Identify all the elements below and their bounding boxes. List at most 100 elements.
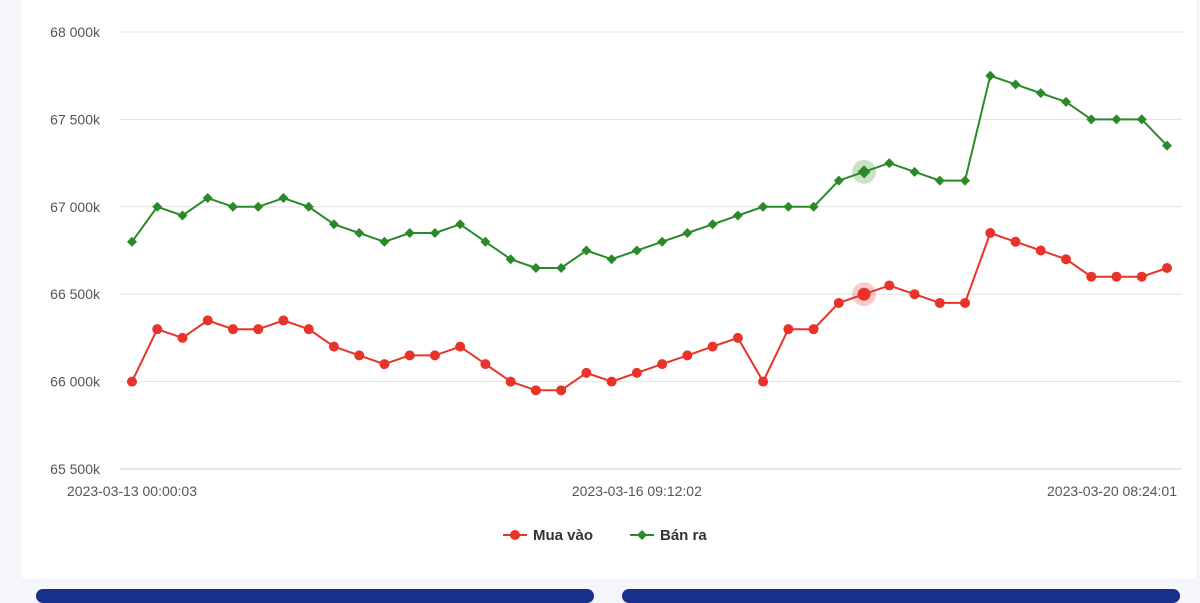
data-point <box>857 165 871 179</box>
data-point <box>480 236 491 247</box>
data-point <box>682 228 693 239</box>
x-tick-label: 2023-03-20 08:24:01 <box>1047 483 1177 499</box>
data-point <box>657 359 668 370</box>
series-line-ban-ra <box>131 74 1168 269</box>
data-point <box>783 201 794 212</box>
y-tick-label: 65 500k <box>50 461 101 477</box>
data-point <box>354 350 365 361</box>
data-point <box>278 193 289 204</box>
data-point <box>909 289 920 300</box>
data-point <box>1136 271 1147 282</box>
bottom-panel-left[interactable] <box>36 589 594 603</box>
data-point <box>1035 88 1046 99</box>
data-point <box>404 350 415 361</box>
data-point <box>354 228 365 239</box>
data-point <box>1086 271 1097 282</box>
data-point <box>657 236 668 247</box>
data-point <box>1035 245 1046 256</box>
legend-marker <box>510 530 520 540</box>
data-point <box>202 315 213 326</box>
data-point <box>783 324 794 335</box>
data-point <box>833 297 844 308</box>
data-point <box>732 332 743 343</box>
data-point <box>631 245 642 256</box>
data-point <box>556 262 567 273</box>
data-point <box>379 236 390 247</box>
data-point <box>581 367 592 378</box>
data-point <box>707 219 718 230</box>
data-point <box>808 324 819 335</box>
data-point <box>328 341 339 352</box>
data-point <box>884 158 895 169</box>
data-point <box>429 350 440 361</box>
legend-label: Mua vào <box>533 527 593 544</box>
data-point <box>960 175 971 186</box>
data-point <box>1086 114 1097 125</box>
series-line-mua-vao <box>131 231 1168 392</box>
data-point <box>1010 79 1021 90</box>
data-point <box>758 201 769 212</box>
x-axis: 2023-03-13 00:00:03 2023-03-16 09:12:02 20… <box>67 468 1182 499</box>
data-point <box>505 376 516 387</box>
data-point <box>631 367 642 378</box>
data-point <box>985 228 996 239</box>
data-point <box>379 359 390 370</box>
data-point <box>429 228 440 239</box>
data-point <box>455 219 466 230</box>
data-point <box>985 70 996 81</box>
data-point <box>505 254 516 265</box>
data-point <box>884 280 895 291</box>
data-point <box>530 262 541 273</box>
data-point <box>480 359 491 370</box>
data-point <box>127 236 137 247</box>
data-point <box>1162 262 1172 273</box>
data-point <box>328 219 339 230</box>
data-point <box>1136 114 1147 125</box>
chart-legend[interactable]: Mua vào Bán ra <box>503 527 707 544</box>
y-axis: 65 500k 66 000k 66 500k 67 000k 67 500k 68 00… <box>50 24 101 477</box>
data-point <box>152 324 163 335</box>
y-tick-label: 67 000k <box>50 199 101 215</box>
data-point <box>606 376 617 387</box>
data-point <box>127 376 137 387</box>
data-point <box>909 166 920 177</box>
x-tick-label: 2023-03-16 09:12:02 <box>572 483 702 499</box>
data-point <box>960 297 971 308</box>
data-point <box>202 193 213 204</box>
y-tick-label: 66 000k <box>50 374 101 390</box>
x-tick-label: 2023-03-13 00:00:03 <box>67 483 197 499</box>
data-point <box>278 315 289 326</box>
data-point <box>227 201 238 212</box>
data-point <box>303 324 314 335</box>
data-point <box>682 350 693 361</box>
data-point <box>1162 140 1172 151</box>
data-point <box>556 385 567 396</box>
data-point <box>253 324 264 335</box>
data-point <box>1061 254 1072 265</box>
data-point <box>1111 114 1122 125</box>
data-point <box>455 341 466 352</box>
chart-card <box>22 0 1196 578</box>
data-point <box>758 376 769 387</box>
data-point <box>808 201 819 212</box>
chart-grid <box>120 31 1182 470</box>
data-point <box>177 210 188 221</box>
data-point <box>1061 96 1072 107</box>
legend-marker <box>637 530 647 540</box>
data-point <box>581 245 592 256</box>
bottom-panel-right[interactable] <box>622 589 1180 603</box>
y-tick-label: 68 000k <box>50 24 101 40</box>
data-point <box>707 341 718 352</box>
chart-series <box>127 70 1172 396</box>
data-point <box>1111 271 1122 282</box>
legend-label: Bán ra <box>660 527 707 544</box>
data-point <box>227 324 238 335</box>
data-point <box>303 201 314 212</box>
data-point <box>404 228 415 239</box>
data-point <box>732 210 743 221</box>
data-point <box>857 287 871 301</box>
data-point <box>1010 236 1021 247</box>
y-tick-label: 66 500k <box>50 286 101 302</box>
data-point <box>253 201 264 212</box>
